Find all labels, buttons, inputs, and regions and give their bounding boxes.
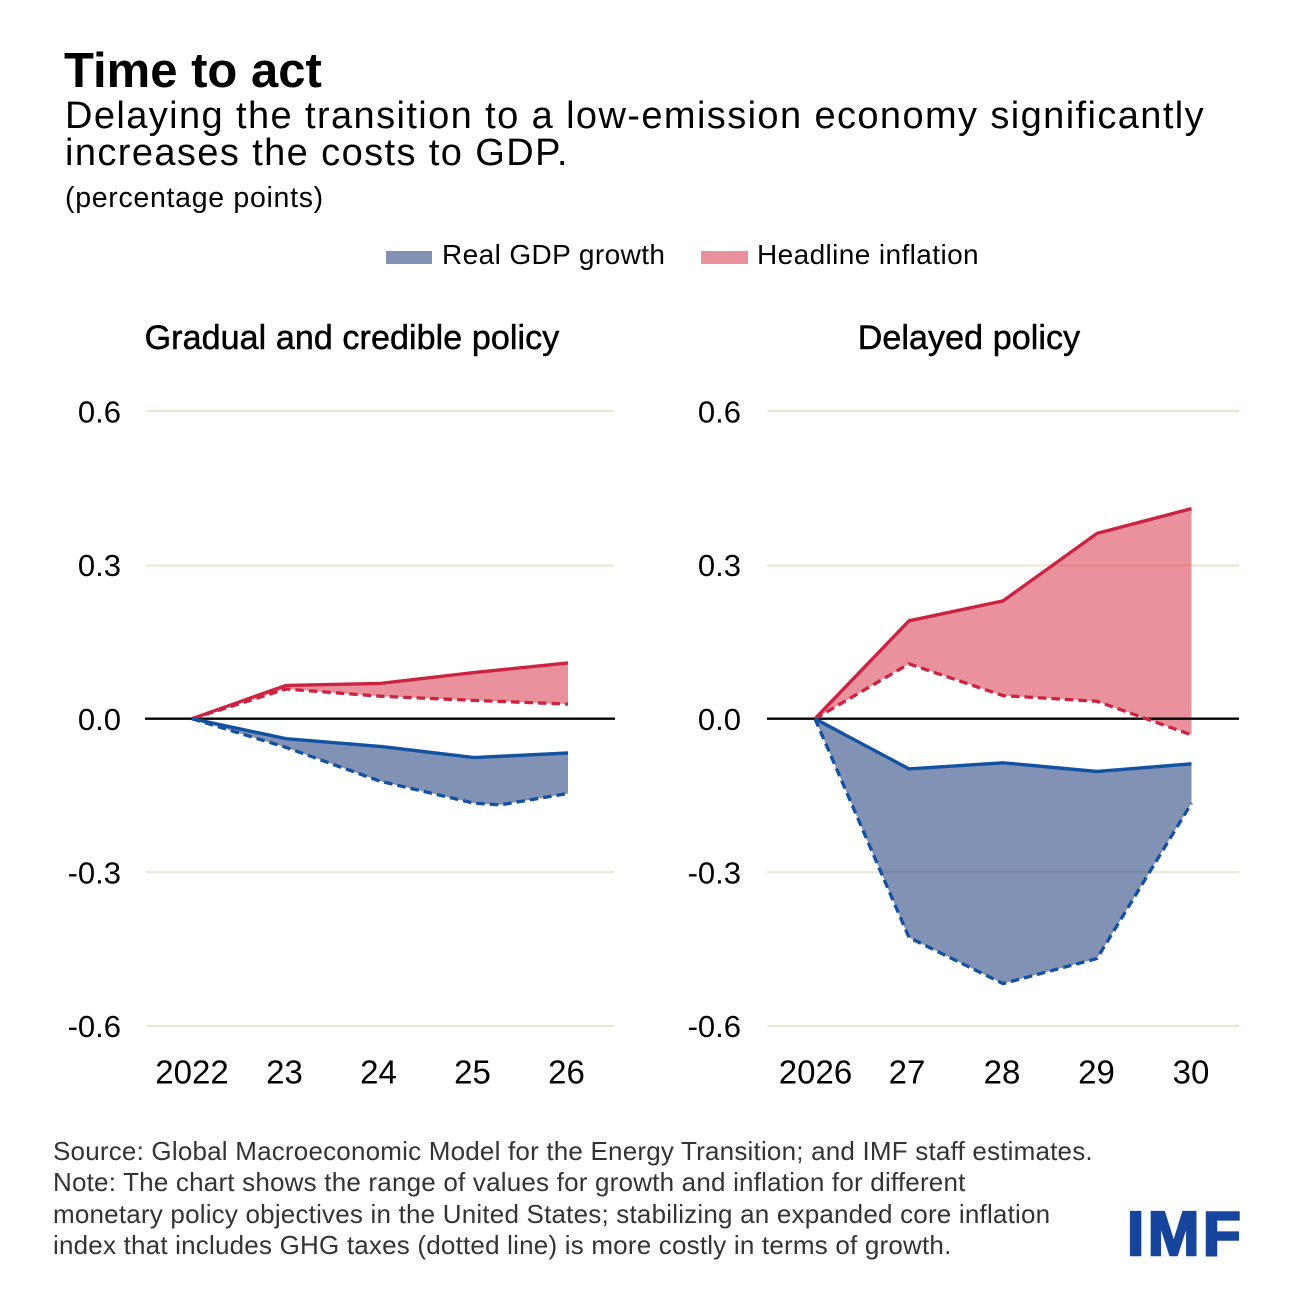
svg-text:-0.3: -0.3	[68, 855, 121, 890]
svg-text:-0.6: -0.6	[688, 1009, 741, 1044]
svg-text:-0.3: -0.3	[688, 855, 741, 890]
svg-text:26: 26	[548, 1054, 585, 1091]
svg-text:0.0: 0.0	[78, 702, 121, 737]
svg-text:0.6: 0.6	[698, 395, 741, 430]
svg-text:28: 28	[984, 1054, 1021, 1091]
svg-text:2022: 2022	[155, 1054, 228, 1091]
svg-text:30: 30	[1173, 1054, 1210, 1091]
svg-text:23: 23	[266, 1054, 303, 1091]
svg-text:29: 29	[1078, 1054, 1115, 1091]
svg-text:25: 25	[454, 1054, 491, 1091]
svg-text:0.3: 0.3	[698, 548, 741, 583]
svg-text:0.0: 0.0	[698, 702, 741, 737]
svg-text:0.6: 0.6	[78, 395, 121, 430]
svg-text:2026: 2026	[779, 1054, 852, 1091]
svg-text:0.3: 0.3	[78, 548, 121, 583]
svg-text:-0.6: -0.6	[68, 1009, 121, 1044]
svg-text:27: 27	[889, 1054, 926, 1091]
svg-text:24: 24	[360, 1054, 397, 1091]
